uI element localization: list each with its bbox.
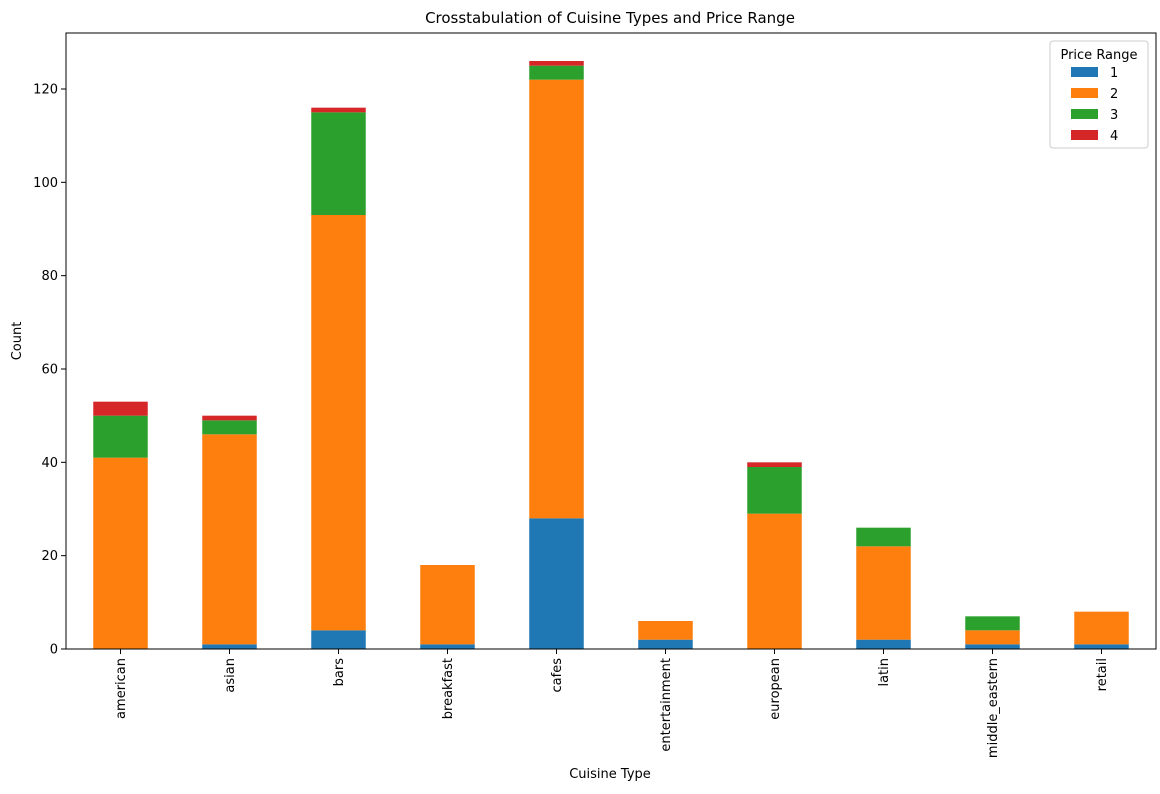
x-tick-label-cafes: cafes xyxy=(550,658,565,693)
bar-european-price-4 xyxy=(747,462,802,467)
bar-middle_eastern-price-3 xyxy=(965,616,1020,631)
y-tick-label: 40 xyxy=(41,456,58,471)
bar-retail-price-1 xyxy=(1074,644,1129,649)
y-axis-label: Count xyxy=(10,322,25,361)
bar-bars-price-2 xyxy=(311,215,366,631)
x-tick-label-american: american xyxy=(114,658,129,719)
x-axis-label: Cuisine Type xyxy=(569,767,651,782)
bar-asian-price-3 xyxy=(202,420,257,435)
legend-label-4: 4 xyxy=(1110,129,1118,144)
y-axis: 0 20 40 60 80 100 120 xyxy=(33,83,66,658)
legend-entries: 1 2 3 4 xyxy=(1071,66,1118,144)
x-axis: american asian bars breakfast cafes entertain… xyxy=(114,649,1110,758)
bar-american-price-4 xyxy=(93,401,148,416)
bar-middle_eastern-price-1 xyxy=(965,644,1020,649)
x-tick-label-asian: asian xyxy=(223,658,238,693)
y-tick-label: 0 xyxy=(50,643,58,658)
bars-layer xyxy=(93,61,1129,649)
x-tick-label-breakfast: breakfast xyxy=(441,658,456,719)
bar-entertainment-price-2 xyxy=(638,621,693,640)
bar-cafes-price-3 xyxy=(529,65,584,80)
bar-cafes-price-2 xyxy=(529,79,584,519)
legend-swatch-2 xyxy=(1071,88,1098,98)
bar-asian-price-4 xyxy=(202,415,257,421)
x-tick-label-entertainment: entertainment xyxy=(659,658,674,752)
bar-latin-price-2 xyxy=(856,546,911,640)
y-tick-label: 100 xyxy=(33,176,58,191)
bar-asian-price-2 xyxy=(202,434,257,645)
bar-latin-price-1 xyxy=(856,639,911,649)
bar-bars-price-4 xyxy=(311,107,366,113)
legend-label-1: 1 xyxy=(1110,66,1118,81)
bar-cafes-price-4 xyxy=(529,61,584,66)
bar-retail-price-2 xyxy=(1074,611,1129,645)
bar-american-price-3 xyxy=(93,415,148,458)
x-tick-label-middle_eastern: middle_eastern xyxy=(986,658,1001,758)
y-tick-label: 80 xyxy=(41,269,58,284)
legend-swatch-3 xyxy=(1071,109,1098,119)
bar-bars-price-1 xyxy=(311,630,366,649)
plot-frame xyxy=(65,32,1157,650)
x-tick-label-retail: retail xyxy=(1095,658,1110,691)
bar-bars-price-3 xyxy=(311,112,366,215)
bar-entertainment-price-1 xyxy=(638,639,693,649)
legend-title: Price Range xyxy=(1060,48,1137,63)
y-tick-label: 120 xyxy=(33,83,58,98)
legend-swatch-1 xyxy=(1071,67,1098,77)
bar-asian-price-1 xyxy=(202,644,257,649)
bar-european-price-2 xyxy=(747,513,802,649)
legend-label-2: 2 xyxy=(1110,87,1118,102)
bar-middle_eastern-price-2 xyxy=(965,630,1020,645)
bar-latin-price-3 xyxy=(856,527,911,547)
x-tick-label-bars: bars xyxy=(332,658,347,687)
x-tick-label-latin: latin xyxy=(877,658,892,687)
x-tick-label-european: european xyxy=(768,658,783,720)
legend: Price Range 1 2 3 4 xyxy=(1049,40,1149,149)
bar-cafes-price-1 xyxy=(529,518,584,649)
bar-american-price-2 xyxy=(93,457,148,649)
legend-label-3: 3 xyxy=(1110,108,1118,123)
bar-breakfast-price-1 xyxy=(420,644,475,649)
legend-swatch-4 xyxy=(1071,130,1098,140)
bar-breakfast-price-2 xyxy=(420,565,475,645)
y-tick-label: 60 xyxy=(41,363,58,378)
y-tick-label: 20 xyxy=(41,549,58,564)
chart-title: Crosstabulation of Cuisine Types and Pri… xyxy=(425,9,795,27)
bar-european-price-3 xyxy=(747,467,802,514)
